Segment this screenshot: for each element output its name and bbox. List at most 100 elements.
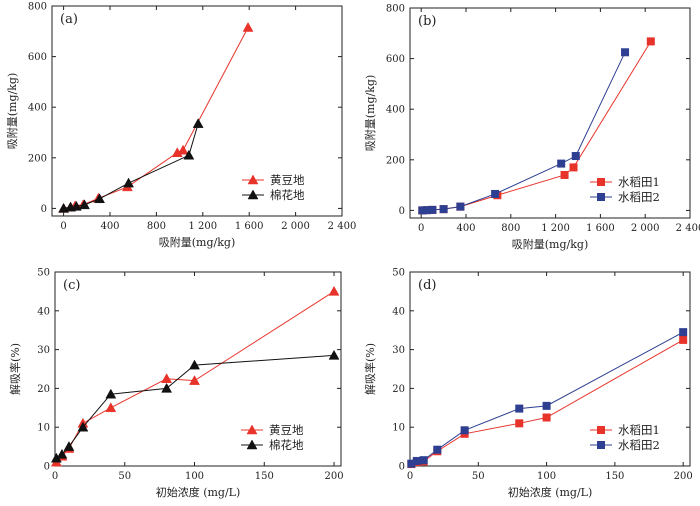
data-point [679, 335, 688, 344]
y-tick-label: 20 [392, 384, 405, 395]
y-axis-label: 解吸率(%) [8, 343, 22, 395]
x-tick-label: 2 000 [631, 223, 660, 234]
data-point [105, 402, 117, 413]
x-tick-label: 100 [537, 471, 556, 482]
legend-label: 水稻田1 [618, 423, 660, 437]
data-point [189, 359, 200, 370]
x-tick-label: 2 400 [328, 221, 357, 232]
legend-label: 棉花地 [269, 438, 304, 452]
y-tick-label: 40 [37, 306, 50, 317]
data-point [189, 375, 200, 385]
y-tick-label: 800 [28, 2, 47, 13]
data-point [515, 404, 524, 413]
data-point [515, 419, 524, 428]
plot-frame [409, 7, 691, 219]
y-tick-label: 20 [37, 384, 50, 395]
legend-marker [247, 189, 259, 200]
x-tick-label: 200 [674, 471, 693, 482]
data-point [192, 118, 204, 128]
series-1 [58, 21, 254, 213]
data-point [70, 200, 82, 211]
data-point [242, 21, 254, 32]
legend-label: 水稻田2 [618, 438, 660, 452]
x-tick-label: 150 [255, 471, 274, 482]
legend-marker [597, 178, 605, 186]
legend-label: 黄豆地 [269, 423, 304, 437]
data-point [557, 159, 566, 168]
y-tick-label: 50 [392, 268, 405, 279]
plot-frame [409, 271, 691, 467]
x-tick-label: 1 600 [586, 223, 615, 234]
x-tick-label: 1 200 [188, 221, 217, 232]
data-point [646, 37, 655, 46]
series-2 [58, 118, 204, 213]
x-tick-label: 1 200 [541, 223, 570, 234]
y-tick-label: 30 [37, 345, 50, 356]
y-axis-label: 解吸率(%) [363, 343, 377, 395]
y-tick-label: 0 [399, 462, 405, 473]
data-point [63, 441, 75, 451]
series-2 [418, 48, 630, 215]
data-point [177, 144, 189, 155]
data-point [161, 382, 173, 393]
series-line [422, 41, 652, 211]
x-tick-label: 1 600 [235, 221, 264, 232]
data-point [407, 459, 416, 468]
x-tick-label: 800 [501, 223, 520, 234]
data-point [439, 205, 448, 214]
data-point [419, 456, 428, 465]
panel-label: (c) [63, 278, 80, 293]
chart-panel-2: 0 400 800 1 200 1 600 2 000 2 400 0 200 400 600 800… [363, 4, 700, 252]
legend-marker [246, 424, 258, 435]
legend-marker [597, 426, 605, 434]
data-point [418, 206, 427, 215]
y-tick-label: 600 [28, 52, 47, 63]
data-point [422, 206, 431, 215]
legend-marker [597, 441, 605, 449]
data-point [460, 426, 469, 435]
data-point [428, 205, 437, 214]
plot-frame [54, 271, 342, 467]
y-tick-label: 10 [37, 423, 50, 434]
data-point [542, 413, 551, 422]
y-tick-label: 0 [41, 204, 47, 215]
y-tick-label: 30 [392, 345, 405, 356]
y-tick-label: 600 [386, 54, 405, 65]
data-point [542, 401, 551, 410]
data-point [123, 177, 134, 188]
chart-panel-3: 0 50 100 150 200 0 10 20 30 40 50 初始浓度 (mg/L) 解吸率(%)… [8, 268, 344, 500]
y-axis-label: 吸附量(mg/kg) [5, 73, 19, 149]
y-tick-label: 400 [28, 103, 47, 114]
y-tick-label: 400 [386, 105, 405, 116]
data-point [569, 163, 578, 172]
series-2 [50, 349, 340, 463]
panel-label: (b) [418, 14, 436, 29]
series-2 [407, 328, 688, 468]
x-axis-label: 初始浓度 (mg/L) [508, 485, 593, 499]
y-tick-label: 0 [44, 462, 50, 473]
x-tick-label: 150 [605, 471, 624, 482]
legend-label: 水稻田1 [618, 175, 660, 189]
x-tick-label: 0 [418, 223, 424, 234]
x-tick-label: 100 [185, 471, 204, 482]
y-tick-label: 40 [392, 306, 405, 317]
x-tick-label: 0 [60, 221, 66, 232]
x-axis-label: 吸附量(mg/kg) [159, 235, 235, 249]
y-tick-label: 200 [28, 153, 47, 164]
data-point [456, 202, 465, 211]
legend-marker [247, 174, 259, 185]
legend-marker [597, 193, 605, 201]
data-point [560, 170, 569, 179]
x-tick-label: 0 [407, 471, 413, 482]
panel-label: (a) [60, 12, 78, 27]
series-line [63, 27, 249, 209]
panel-label: (d) [418, 278, 436, 293]
legend-marker [246, 439, 258, 450]
y-tick-label: 50 [37, 268, 50, 279]
data-point [571, 152, 580, 161]
series-line [63, 123, 199, 209]
